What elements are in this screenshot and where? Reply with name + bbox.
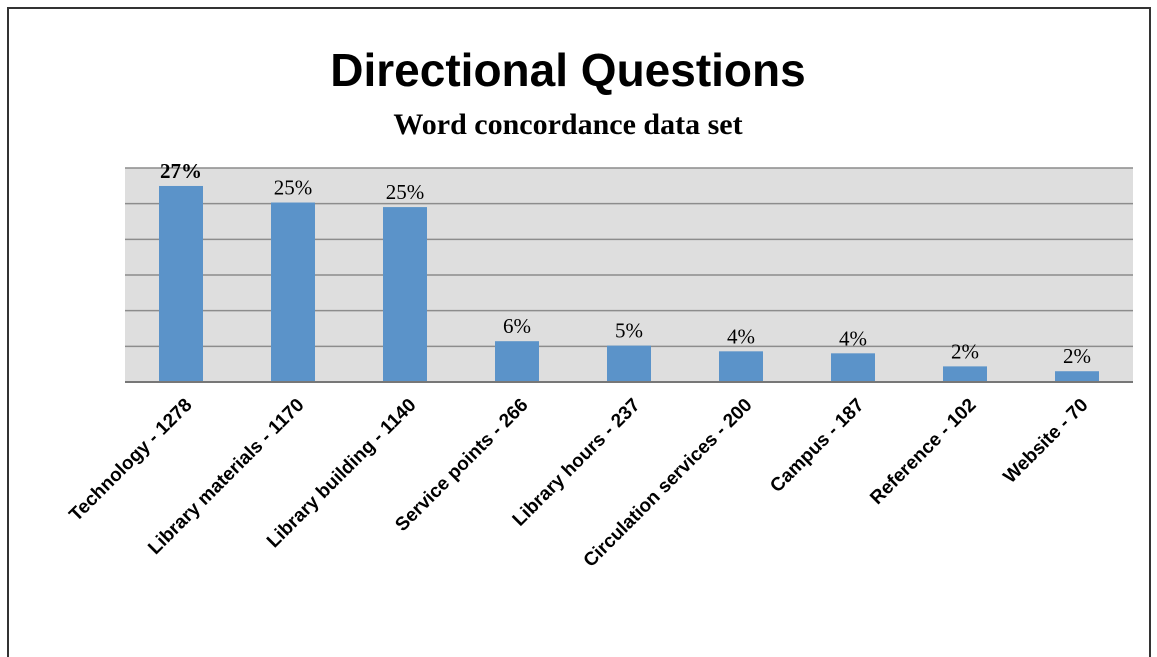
bar xyxy=(607,345,651,382)
data-label: 25% xyxy=(386,180,425,204)
data-label: 25% xyxy=(274,176,313,200)
data-label: 2% xyxy=(951,339,979,363)
data-label: 4% xyxy=(839,326,867,350)
data-label: 5% xyxy=(615,319,643,343)
bar xyxy=(831,353,875,382)
x-tick-label: Reference - 102 xyxy=(866,395,980,509)
bar xyxy=(1055,371,1099,382)
data-label: 2% xyxy=(1063,344,1091,368)
data-label: 4% xyxy=(727,324,755,348)
frame xyxy=(7,7,1151,657)
bar xyxy=(719,351,763,382)
data-label: 6% xyxy=(503,314,531,338)
x-tick-label: Library hours - 237 xyxy=(509,395,645,531)
chart-title: Directional Questions xyxy=(330,44,805,96)
data-label: 27% xyxy=(160,159,202,183)
bar xyxy=(383,207,427,382)
bar xyxy=(271,202,315,382)
x-tick-label: Technology - 1278 xyxy=(65,395,196,526)
chart-subtitle: Word concordance data set xyxy=(393,108,742,141)
x-tick-label: Website - 70 xyxy=(1000,395,1093,488)
bar xyxy=(159,185,203,382)
bar xyxy=(495,341,539,382)
x-tick-label: Campus - 187 xyxy=(766,395,868,497)
bar xyxy=(943,366,987,382)
